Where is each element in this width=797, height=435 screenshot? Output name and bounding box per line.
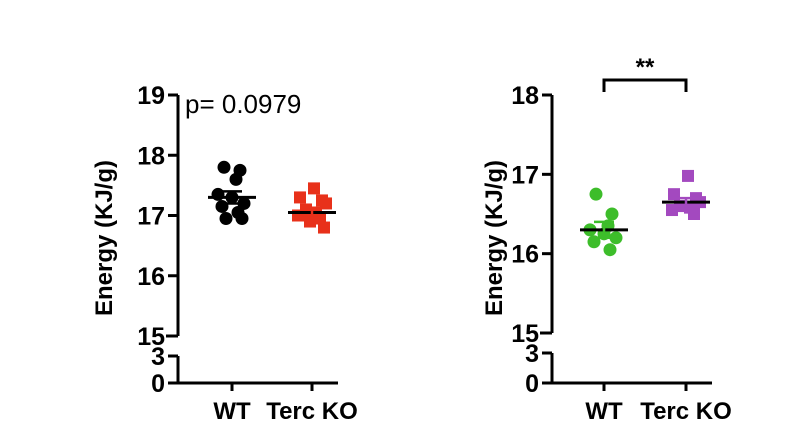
data-point-terc-ko-3 — [320, 197, 332, 210]
right-chart-category-terc-ko: Terc KO — [640, 398, 732, 425]
y-tick-label-upper-18: 18 — [137, 142, 165, 170]
data-point-wt-5 — [609, 231, 623, 245]
data-point-terc-ko-9 — [318, 221, 330, 234]
y-tick-label-upper-19: 19 — [137, 82, 165, 110]
data-point-terc-ko-8 — [304, 215, 316, 228]
right-chart-category-wt: WT — [585, 398, 623, 425]
data-point-wt-8 — [219, 212, 233, 226]
y-tick-label-upper-15: 15 — [137, 323, 165, 351]
left-chart-tick-labels: 15 16 17 18 19 03 — [137, 82, 178, 398]
y-tick-label-upper-15: 15 — [511, 320, 539, 348]
left-chart-y-axis-label: Energy (KJ/g) — [91, 160, 118, 316]
left-chart-category-terc-ko: Terc KO — [266, 398, 358, 425]
left-chart-mean-sem-bars — [208, 190, 336, 217]
left-chart-axes — [166, 95, 338, 391]
left-chart-category-labels: WT Terc KO — [213, 398, 357, 425]
y-tick-label-upper-17: 17 — [511, 161, 539, 189]
right-chart-y-axis-label: Energy (KJ/g) — [481, 160, 508, 316]
y-tick-label-lower-0: 0 — [525, 370, 539, 398]
y-tick-label-upper-16: 16 — [511, 241, 539, 269]
data-point-terc-ko-0 — [308, 182, 320, 195]
chart-panel-left: 15 16 17 18 19 03 Energy (KJ/g) p= 0.0979 WT … — [91, 82, 358, 425]
data-point-wt-9 — [235, 212, 249, 226]
data-point-wt-0 — [589, 187, 603, 201]
y-tick-label-upper-17: 17 — [137, 203, 165, 231]
y-tick-label-lower-3: 3 — [151, 343, 165, 371]
data-point-wt-7 — [603, 243, 617, 257]
right-chart-category-labels: WT Terc KO — [585, 398, 731, 425]
right-chart-mean-sem-bars — [580, 196, 710, 240]
left-chart-category-wt: WT — [213, 398, 251, 425]
y-tick-label-upper-18: 18 — [511, 82, 539, 110]
left-chart-p-value: p= 0.0979 — [185, 89, 301, 119]
data-point-terc-ko-6 — [666, 204, 678, 217]
right-chart-axes — [540, 95, 712, 391]
data-point-wt-0 — [217, 160, 231, 174]
data-point-wt-1 — [605, 207, 619, 221]
right-chart-significance-bracket — [602, 78, 688, 92]
right-chart-significance-stars: ** — [636, 54, 655, 81]
data-point-terc-ko-7 — [688, 208, 700, 220]
y-tick-label-lower-0: 0 — [151, 370, 165, 398]
y-tick-label-upper-16: 16 — [137, 263, 165, 291]
data-point-terc-ko-1 — [294, 191, 306, 204]
data-point-wt-6 — [215, 199, 229, 213]
data-point-wt-2 — [229, 172, 243, 186]
y-tick-label-lower-3: 3 — [525, 340, 539, 368]
data-point-terc-ko-0 — [682, 169, 694, 182]
right-chart-data-points — [583, 169, 706, 257]
data-point-wt-3 — [211, 187, 225, 201]
chart-panel-right: 15 16 17 18 03 Energy (KJ/g) ** WT Terc KO — [481, 54, 732, 425]
right-chart-tick-labels: 15 16 17 18 03 — [511, 82, 552, 398]
